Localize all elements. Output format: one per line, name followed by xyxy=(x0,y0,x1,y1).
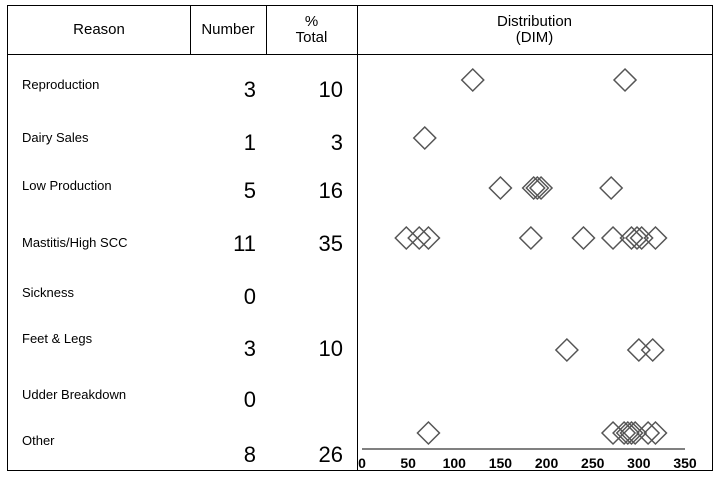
divider-reason xyxy=(190,6,191,54)
data-point-diamond xyxy=(624,225,650,251)
x-tick-label: 200 xyxy=(535,455,559,471)
header-percent-line2: Total xyxy=(295,29,328,46)
data-point-diamond xyxy=(528,175,554,201)
summary-table: Reason Number % Total Distribution (DIM)… xyxy=(7,5,713,471)
row-percent-value: 3 xyxy=(330,130,343,155)
data-point-diamond xyxy=(412,125,437,151)
x-tick-label: 300 xyxy=(627,455,651,471)
data-point-diamond xyxy=(518,225,543,251)
row-number-value: 5 xyxy=(243,178,256,203)
header-percent-line1: % xyxy=(304,13,319,30)
data-point-diamond xyxy=(571,225,596,251)
row-percent-value: 35 xyxy=(318,231,343,256)
row-percent-value: 26 xyxy=(318,442,343,467)
data-point-diamond xyxy=(640,337,665,363)
x-axis: 0 50 100 150 200 250 300 350 xyxy=(358,448,697,471)
data-point-diamond xyxy=(394,225,419,251)
row-reason-label: Low Production xyxy=(22,178,112,193)
x-tick-label: 250 xyxy=(581,455,605,471)
data-point-diamond xyxy=(612,67,638,93)
row-reason-label: Other xyxy=(22,433,55,448)
row-percent-value: 10 xyxy=(318,77,343,102)
data-point-diamond xyxy=(488,175,513,201)
x-tick-label: 100 xyxy=(443,455,467,471)
row-percent-value: 10 xyxy=(318,336,343,361)
data-point-diamond xyxy=(521,175,546,201)
header-reason-label: Reason xyxy=(73,21,125,38)
data-point-diamond xyxy=(619,420,644,446)
divider-percent xyxy=(357,6,358,470)
divider-number xyxy=(266,6,267,54)
header-number-label: Number xyxy=(201,21,255,38)
data-point-diamond xyxy=(599,175,624,201)
plot-markers xyxy=(394,67,668,446)
row-reason-label: Reproduction xyxy=(22,77,100,92)
data-point-diamond xyxy=(612,420,637,446)
row-number-value: 3 xyxy=(243,77,256,102)
x-tick-label: 350 xyxy=(673,455,697,471)
row-number-value: 3 xyxy=(243,336,256,361)
data-point-diamond xyxy=(619,225,644,251)
x-tick-label: 150 xyxy=(489,455,513,471)
row-percent-value: 16 xyxy=(318,178,343,203)
row-reason-label: Sickness xyxy=(22,285,75,300)
row-reason-label: Mastitis/High SCC xyxy=(22,235,128,250)
data-point-diamond xyxy=(623,420,648,446)
x-tick-label: 50 xyxy=(400,455,416,471)
data-point-diamond xyxy=(407,225,432,251)
header-rule xyxy=(8,54,712,55)
data-point-diamond xyxy=(416,420,441,446)
data-point-diamond xyxy=(636,420,661,446)
header-percent-total: % Total xyxy=(266,6,357,54)
data-point-diamond xyxy=(525,175,550,201)
data-point-diamond xyxy=(615,420,640,446)
row-reason-label: Udder Breakdown xyxy=(22,387,127,402)
data-point-diamond xyxy=(554,337,579,363)
data-point-diamond xyxy=(643,420,668,446)
row-number-value: 0 xyxy=(243,284,256,309)
row-number-value: 11 xyxy=(233,231,256,256)
data-point-diamond xyxy=(643,225,668,251)
x-tick-label: 0 xyxy=(358,455,366,471)
row-number-value: 0 xyxy=(243,387,256,412)
data-point-diamond xyxy=(460,67,485,93)
chart-title: Distribution xyxy=(496,13,573,30)
row-reason-label: Feet & Legs xyxy=(22,331,93,346)
header-reason: Reason xyxy=(8,6,190,54)
row-number-value: 8 xyxy=(243,442,256,467)
data-point-diamond xyxy=(626,337,651,363)
header-distribution: Distribution (DIM) xyxy=(357,6,712,54)
chart-xlabel: (DIM) xyxy=(515,29,554,46)
row-number-value: 1 xyxy=(243,130,256,155)
row-reason-label: Dairy Sales xyxy=(22,130,89,145)
data-point-diamond xyxy=(416,225,441,251)
header-number: Number xyxy=(190,6,266,54)
data-point-diamond xyxy=(600,225,626,251)
